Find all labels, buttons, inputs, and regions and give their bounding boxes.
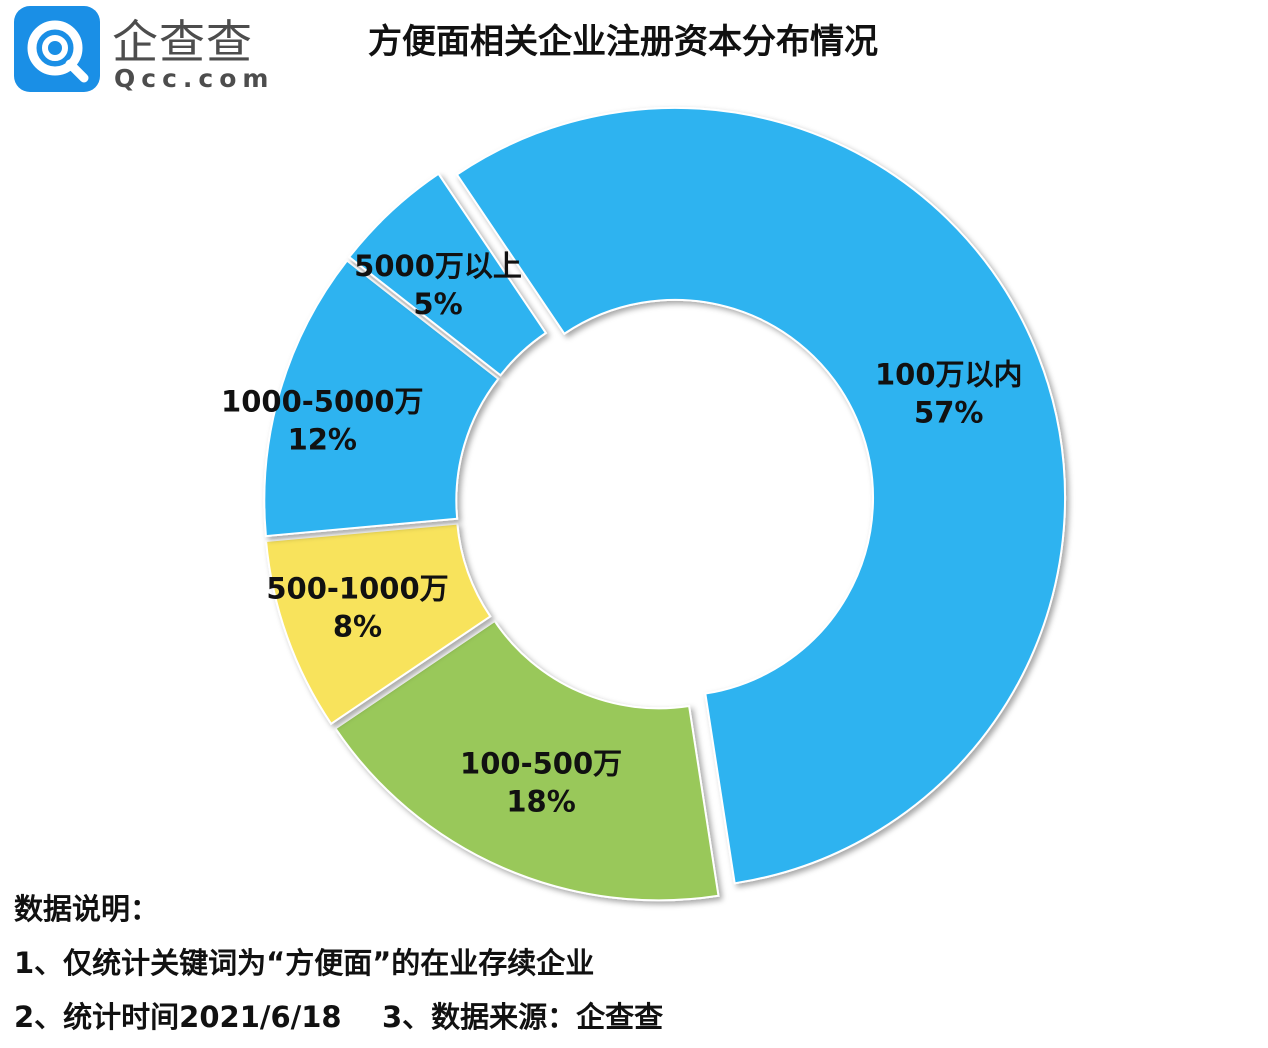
slice-label-2: 100-500万 — [460, 747, 622, 781]
slice-label-3: 500-1000万 — [266, 571, 448, 605]
data-notes: 数据说明： 1、仅统计关键词为“方便面”的在业存续企业 2、统计时间2021/6… — [14, 886, 663, 1048]
qcc-logo: 企查查 Qcc.com — [14, 6, 268, 96]
slice-value-2: 18% — [506, 785, 575, 819]
slice-value-5: 5% — [413, 287, 462, 321]
logo-chinese-name: 企查查 — [112, 15, 253, 69]
logo-english-name: Qcc.com — [114, 64, 275, 93]
notes-line-2: 2、统计时间2021/6/18 3、数据来源：企查查 — [14, 1000, 664, 1034]
slice-2 — [334, 619, 720, 902]
slice-label-4: 1000-5000万 — [221, 385, 423, 419]
slice-4 — [263, 259, 500, 538]
slice-value-1: 57% — [914, 396, 983, 430]
slice-value-3: 8% — [333, 609, 382, 643]
qcc-logo-icon — [14, 6, 100, 92]
chart-title: 方便面相关企业注册资本分布情况 — [368, 22, 878, 62]
slice-label-5: 5000万以上 — [354, 249, 522, 283]
slice-value-4: 12% — [288, 423, 357, 457]
notes-line-1: 1、仅统计关键词为“方便面”的在业存续企业 — [14, 946, 595, 980]
slice-1 — [455, 106, 1066, 885]
slice-label-1: 100万以内 — [875, 358, 1023, 392]
notes-heading: 数据说明： — [14, 892, 160, 926]
slice-3 — [264, 522, 492, 726]
slice-5 — [347, 172, 548, 377]
